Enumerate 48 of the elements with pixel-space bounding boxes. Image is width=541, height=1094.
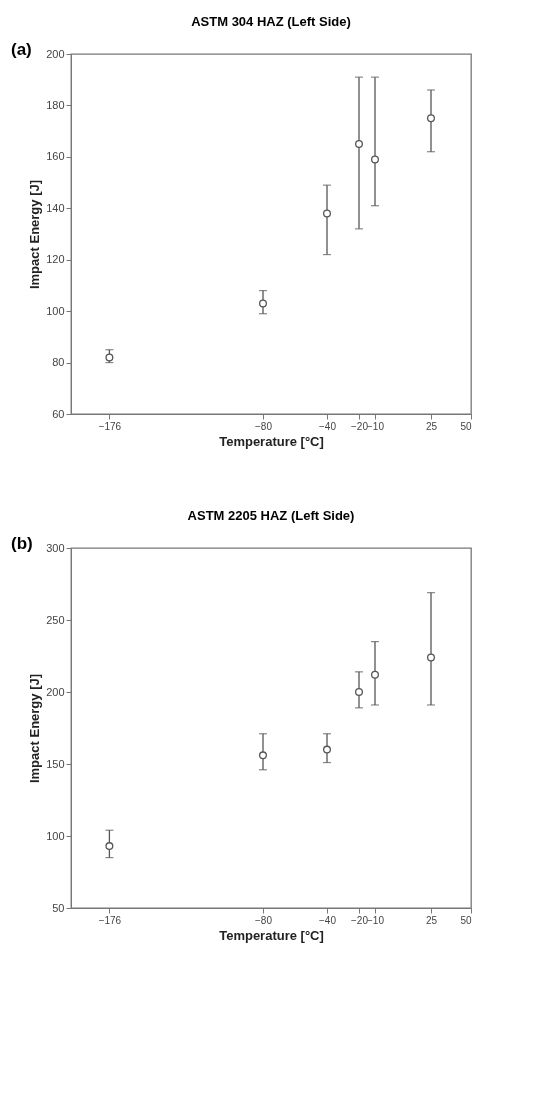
y-tick-label: 50 xyxy=(52,901,65,914)
x-tick-label: −20 xyxy=(351,914,369,926)
text: (a) xyxy=(11,40,32,59)
point xyxy=(355,140,363,148)
y-tick-label: 250 xyxy=(46,613,65,626)
x-tick-label: 50 xyxy=(460,914,472,926)
point xyxy=(259,299,267,308)
y-tick-label: 80 xyxy=(52,356,65,369)
y-tick-label: 150 xyxy=(46,757,65,770)
x-tick-label: −176 xyxy=(98,420,122,432)
chart-title: ASTM 2205 HAZ (Left Side) xyxy=(187,508,355,523)
point xyxy=(323,209,331,218)
point xyxy=(355,688,363,696)
y-tick-label: 140 xyxy=(46,201,65,214)
x-axis-title: Temperature [°C] xyxy=(219,927,324,943)
y-tick-label: 200 xyxy=(46,47,65,60)
y-axis-title: Impact Energy [J] xyxy=(27,179,43,290)
y-tick-label: 300 xyxy=(46,541,65,554)
y-tick-label: 160 xyxy=(46,150,65,163)
point xyxy=(259,751,267,760)
x-tick-label: −40 xyxy=(319,420,337,432)
y-tick-label: 100 xyxy=(46,304,65,317)
point xyxy=(323,745,331,754)
chart-title: ASTM 304 HAZ (Left Side) xyxy=(191,14,351,29)
y-axis-title: Impact Energy [J] xyxy=(27,673,43,784)
x-tick-label: 25 xyxy=(425,420,438,432)
x-tick-label: −10 xyxy=(367,914,385,926)
y-tick-label: 100 xyxy=(46,829,65,842)
point xyxy=(371,670,379,679)
point xyxy=(105,842,114,851)
point xyxy=(105,353,114,362)
y-tick-label: 180 xyxy=(46,98,65,111)
y-tick-label: 60 xyxy=(52,407,65,420)
y-tick-label: 120 xyxy=(46,253,65,266)
x-tick-label: −80 xyxy=(255,914,273,926)
x-tick-label: −80 xyxy=(255,420,273,432)
x-axis-title: Temperature [°C] xyxy=(219,433,324,449)
point xyxy=(427,653,435,662)
point xyxy=(371,155,379,164)
text: (b) xyxy=(11,534,33,553)
y-tick-label: 200 xyxy=(46,685,65,698)
x-tick-label: −10 xyxy=(367,420,385,432)
x-tick-label: −40 xyxy=(319,914,337,926)
x-tick-label: −176 xyxy=(98,914,122,926)
point xyxy=(427,114,435,123)
x-tick-label: 50 xyxy=(460,420,472,432)
x-tick-label: −20 xyxy=(351,420,369,432)
x-tick-label: 25 xyxy=(425,914,438,926)
